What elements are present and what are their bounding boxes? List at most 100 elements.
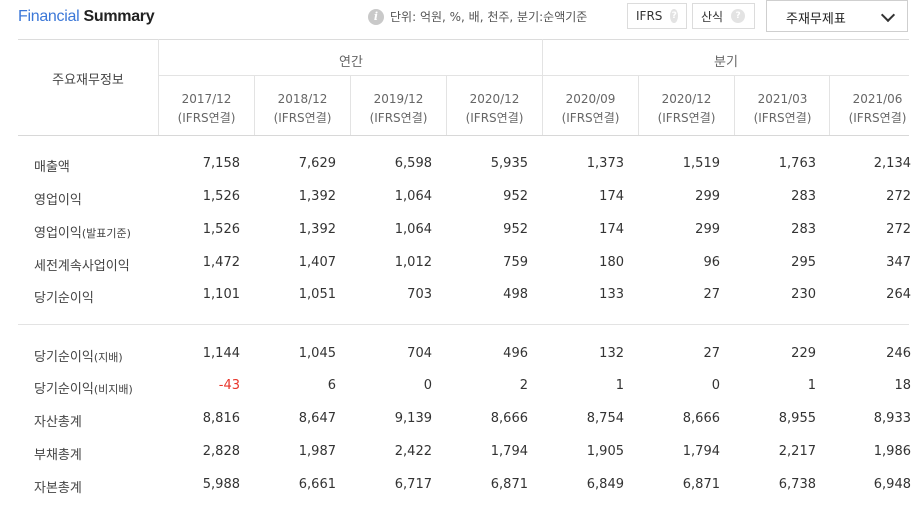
value-cell: 132 xyxy=(599,346,624,361)
period-date: 2020/12 xyxy=(661,92,712,106)
ifrs-help-icon[interactable]: ? xyxy=(670,9,678,23)
formula-label: 산식 xyxy=(701,9,724,24)
row-label: 영업이익(발표기준) xyxy=(34,222,131,241)
value-cell: 230 xyxy=(791,287,816,302)
row-label: 매출액 xyxy=(34,156,70,175)
value-cell: 1,987 xyxy=(298,444,336,459)
statement-select-value: 주재무제표 xyxy=(786,12,846,27)
column-divider xyxy=(350,76,351,135)
period-header: 2020/12 (IFRS연결) xyxy=(639,90,734,128)
value-cell: 6,598 xyxy=(394,156,432,171)
table-top-border xyxy=(18,39,909,40)
value-cell: 2,422 xyxy=(394,444,432,459)
row-label-sub: (비지배) xyxy=(93,383,133,396)
value-cell: 7,158 xyxy=(202,156,240,171)
column-divider xyxy=(734,76,735,135)
value-cell: 6,661 xyxy=(298,477,336,492)
value-cell: 272 xyxy=(886,189,911,204)
row-label: 당기순이익(비지배) xyxy=(34,378,133,397)
value-cell: 1 xyxy=(807,378,816,393)
value-cell: 1,064 xyxy=(394,222,432,237)
value-cell: 6,717 xyxy=(394,477,432,492)
column-divider xyxy=(254,76,255,135)
value-cell: 952 xyxy=(503,189,528,204)
value-cell: 1,064 xyxy=(394,189,432,204)
value-cell: 246 xyxy=(886,346,911,361)
value-cell: 1,407 xyxy=(298,255,336,270)
divider xyxy=(542,39,543,135)
period-basis: (IFRS연결) xyxy=(561,111,620,125)
group-quarter: 분기 xyxy=(714,55,738,70)
value-cell: 6,871 xyxy=(490,477,528,492)
value-cell: 174 xyxy=(599,222,624,237)
formula-toggle[interactable]: 산식 ? xyxy=(692,3,755,29)
period-header: 2017/12 (IFRS연결) xyxy=(159,90,254,128)
value-cell: 8,666 xyxy=(490,411,528,426)
value-cell: 759 xyxy=(503,255,528,270)
row-label: 당기순이익 xyxy=(34,287,94,306)
row-label-main: 당기순이익 xyxy=(34,382,94,397)
value-cell: 8,955 xyxy=(778,411,816,426)
section-title: Financial Summary xyxy=(18,8,155,26)
value-cell: 1,472 xyxy=(202,255,240,270)
ifrs-label: IFRS xyxy=(636,9,663,23)
period-header: 2021/06 (IFRS연결) xyxy=(830,90,917,128)
formula-help-icon[interactable]: ? xyxy=(731,9,746,23)
value-cell: 8,816 xyxy=(202,411,240,426)
row-label-main: 영업이익 xyxy=(34,226,82,241)
period-date: 2020/09 xyxy=(565,92,616,106)
row-label: 영업이익 xyxy=(34,189,82,208)
period-header: 2021/03 (IFRS연결) xyxy=(735,90,830,128)
value-cell: 1,373 xyxy=(586,156,624,171)
value-cell: 1,045 xyxy=(298,346,336,361)
info-icon[interactable]: i xyxy=(368,8,384,25)
value-cell: 1,794 xyxy=(490,444,528,459)
value-cell: 496 xyxy=(503,346,528,361)
period-date: 2021/06 xyxy=(852,92,903,106)
row-label-main: 매출액 xyxy=(34,160,70,175)
value-cell: 6,849 xyxy=(586,477,624,492)
value-cell: 133 xyxy=(599,287,624,302)
period-basis: (IFRS연결) xyxy=(657,111,716,125)
row-label-main: 당기순이익 xyxy=(34,291,94,306)
value-cell: 6,738 xyxy=(778,477,816,492)
value-cell: 18 xyxy=(894,378,911,393)
column-divider xyxy=(829,76,830,135)
value-cell: 27 xyxy=(703,287,720,302)
period-basis: (IFRS연결) xyxy=(753,111,812,125)
value-cell: 1,392 xyxy=(298,222,336,237)
value-cell: 180 xyxy=(599,255,624,270)
ifrs-toggle[interactable]: IFRS ? xyxy=(627,3,687,29)
column-divider xyxy=(638,76,639,135)
row-label-main: 자본총계 xyxy=(34,481,82,496)
corner-label: 주요재무정보 xyxy=(52,73,124,88)
value-cell: 7,629 xyxy=(298,156,336,171)
period-basis: (IFRS연결) xyxy=(369,111,428,125)
unit-note: i 단위: 억원, %, 배, 천주, 분기:순액기준 xyxy=(368,8,587,25)
value-cell: 1,763 xyxy=(778,156,816,171)
value-cell: -43 xyxy=(218,378,240,393)
value-cell: 174 xyxy=(599,189,624,204)
value-cell: 1,144 xyxy=(202,346,240,361)
value-cell: 1,101 xyxy=(202,287,240,302)
period-header: 2020/09 (IFRS연결) xyxy=(543,90,638,128)
period-date: 2017/12 xyxy=(181,92,232,106)
value-cell: 5,935 xyxy=(490,156,528,171)
row-label-main: 자산총계 xyxy=(34,415,82,430)
chevron-down-icon xyxy=(880,7,896,23)
value-cell: 229 xyxy=(791,346,816,361)
group-annual: 연간 xyxy=(339,55,363,70)
row-label: 당기순이익(지배) xyxy=(34,346,123,365)
value-cell: 283 xyxy=(791,189,816,204)
row-label: 세전계속사업이익 xyxy=(34,255,130,274)
statement-select[interactable]: 주재무제표 xyxy=(766,0,908,32)
value-cell: 8,666 xyxy=(682,411,720,426)
value-cell: 2,217 xyxy=(778,444,816,459)
period-date: 2020/12 xyxy=(469,92,520,106)
value-cell: 5,988 xyxy=(202,477,240,492)
row-label-sub: (발표기준) xyxy=(81,227,131,240)
value-cell: 272 xyxy=(886,222,911,237)
period-basis: (IFRS연결) xyxy=(273,111,332,125)
column-divider xyxy=(446,76,447,135)
value-cell: 1,986 xyxy=(873,444,911,459)
